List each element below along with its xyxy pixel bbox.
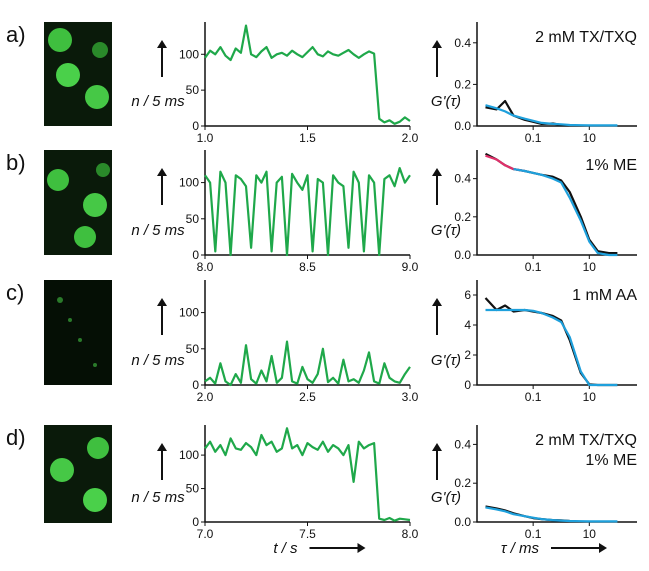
x-tick-label: 7.5 <box>299 527 316 541</box>
panel-label: c) <box>6 280 24 305</box>
x-tick-label: 8.0 <box>197 260 214 274</box>
arrow-head <box>599 543 607 553</box>
x-tick-label: 9.0 <box>402 260 419 274</box>
annotation: 1% ME <box>585 157 637 174</box>
y-tick-label: 0 <box>192 119 199 133</box>
x-tick-label: 8.5 <box>299 260 316 274</box>
panel-label: d) <box>6 425 26 450</box>
y-tick-label: 0.0 <box>454 119 471 133</box>
y-axis-label: G'(τ) <box>431 489 461 506</box>
panel-label: b) <box>6 150 26 175</box>
y-axis-label: G'(τ) <box>431 93 461 110</box>
annotation: 2 mM TX/TXQ <box>535 432 637 449</box>
data-line <box>485 104 618 127</box>
plot: 0 50 100 2.0 2.5 3.0 n / 5 ms <box>131 280 419 404</box>
x-tick-label: 0.1 <box>525 131 542 145</box>
x-tick-label: 10 <box>583 390 597 404</box>
data-line <box>485 154 525 173</box>
x-tick-label: 10 <box>583 527 597 541</box>
arrow-head <box>432 443 442 451</box>
y-tick-label: 0 <box>192 248 199 262</box>
y-axis-label: G'(τ) <box>431 222 461 239</box>
x-tick-label: 0.1 <box>525 527 542 541</box>
data-line <box>204 340 411 387</box>
y-tick-label: 50 <box>186 482 200 496</box>
plot: 0.0 0.2 0.4 0.1 10 G'(τ) 2 mM TX/TXQ 1% ME τ / m… <box>431 425 637 557</box>
data-line <box>204 167 411 257</box>
panel-label: a) <box>6 22 26 47</box>
x-tick-label: 7.0 <box>197 527 214 541</box>
y-tick-label: 0.4 <box>454 172 471 186</box>
y-tick-label: 0.0 <box>454 515 471 529</box>
x-tick-label: 2.0 <box>197 390 214 404</box>
y-tick-label: 4 <box>464 318 471 332</box>
x-axis-label: τ / ms <box>501 540 540 557</box>
x-tick-label: 8.0 <box>402 527 419 541</box>
data-line <box>204 24 411 125</box>
y-tick-label: 100 <box>179 47 199 61</box>
annotation: 2 mM TX/TXQ <box>535 29 637 46</box>
y-tick-label: 0.4 <box>454 437 471 451</box>
y-tick-label: 50 <box>186 212 200 226</box>
axes <box>204 280 410 386</box>
x-tick-label: 3.0 <box>402 390 419 404</box>
y-axis-label: n / 5 ms <box>131 489 185 506</box>
data-line <box>485 308 618 387</box>
y-tick-label: 0 <box>192 378 199 392</box>
y-tick-label: 100 <box>179 448 199 462</box>
y-tick-label: 2 <box>464 348 471 362</box>
plot: 0.0 0.2 0.4 0.1 10 G'(τ) 1% ME <box>431 150 637 274</box>
plot: 0 2 4 6 0.1 10 G'(τ) 1 mM AA <box>431 280 637 404</box>
y-axis-label: n / 5 ms <box>131 222 185 239</box>
x-tick-label: 2.5 <box>299 390 316 404</box>
x-tick-label: 0.1 <box>525 390 542 404</box>
y-axis-label: G'(τ) <box>431 352 461 369</box>
y-tick-label: 0 <box>192 515 199 529</box>
y-tick-label: 50 <box>186 342 200 356</box>
y-tick-label: 0 <box>464 378 471 392</box>
y-axis-label: n / 5 ms <box>131 93 185 110</box>
y-tick-label: 0.0 <box>454 248 471 262</box>
x-tick-label: 10 <box>583 131 597 145</box>
y-tick-label: 0.2 <box>454 476 471 490</box>
plot: 0 50 100 1.0 1.5 2.0 n / 5 ms <box>131 22 419 145</box>
y-tick-label: 50 <box>186 83 200 97</box>
arrow-head <box>157 443 167 451</box>
arrow-head <box>157 168 167 176</box>
y-tick-label: 0.2 <box>454 77 471 91</box>
y-tick-label: 100 <box>179 306 199 320</box>
y-tick-label: 0.4 <box>454 36 471 50</box>
arrow-head <box>357 543 366 553</box>
micrographs <box>44 22 112 523</box>
arrow-head <box>157 40 167 48</box>
plot: 0 50 100 8.0 8.5 9.0 n / 5 ms <box>131 150 419 274</box>
plot: 0 50 100 7.0 7.5 8.0 n / 5 ms t / s <box>131 425 419 557</box>
annotation: 1% ME <box>585 452 637 469</box>
y-tick-label: 100 <box>179 176 199 190</box>
data-line <box>485 99 570 127</box>
arrow-head <box>432 298 442 306</box>
x-tick-label: 1.5 <box>299 131 316 145</box>
x-tick-label: 1.0 <box>197 131 214 145</box>
data-line <box>204 427 411 522</box>
arrow-head <box>432 168 442 176</box>
data-line <box>513 168 618 257</box>
x-axis-label: t / s <box>273 540 298 557</box>
annotation: 1 mM AA <box>572 287 637 304</box>
y-axis-label: n / 5 ms <box>131 352 185 369</box>
plot: 0.0 0.2 0.4 0.1 10 G'(τ) 2 mM TX/TXQ <box>431 22 637 145</box>
arrow-head <box>157 298 167 306</box>
y-tick-label: 0.2 <box>454 210 471 224</box>
y-tick-label: 6 <box>464 288 471 302</box>
x-tick-label: 0.1 <box>525 260 542 274</box>
data-line <box>485 506 618 523</box>
x-tick-label: 2.0 <box>402 131 419 145</box>
arrow-head <box>432 40 442 48</box>
x-tick-label: 10 <box>583 260 597 274</box>
